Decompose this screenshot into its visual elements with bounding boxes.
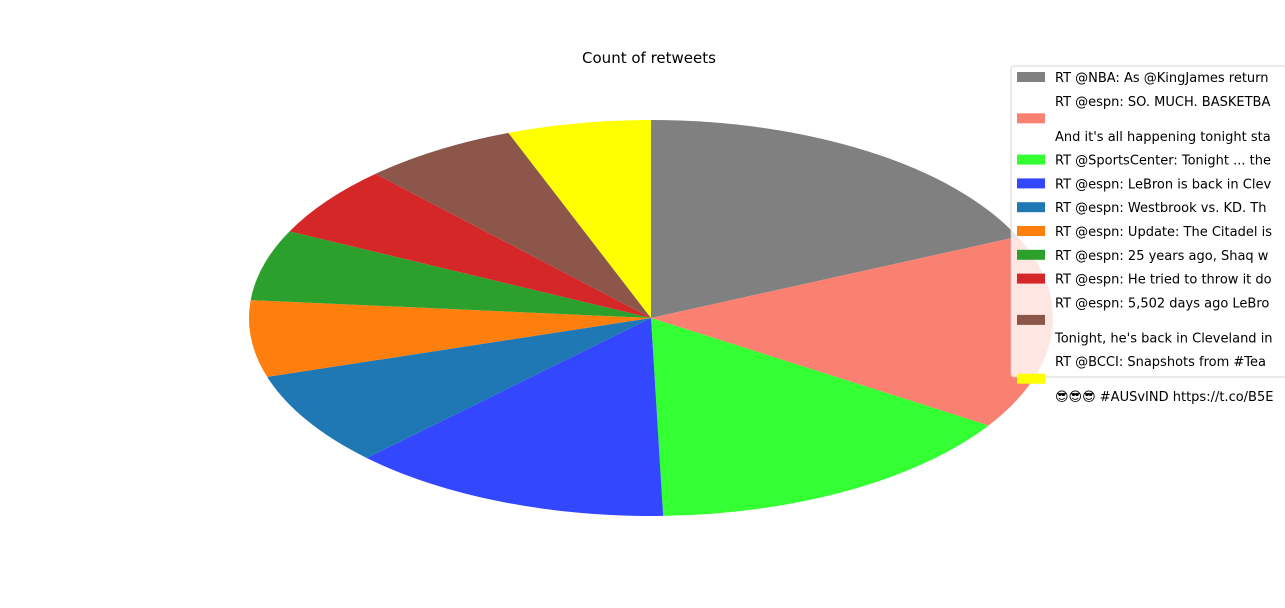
legend-swatch-1 — [1017, 72, 1045, 82]
pie-slice-2 — [651, 236, 1053, 426]
legend-swatch-10 — [1017, 373, 1045, 384]
pie-slice-8 — [289, 173, 651, 318]
legend-label-7: RT @espn: 25 years ago, Shaq w — [1055, 249, 1269, 264]
pie-slice-7 — [250, 231, 651, 318]
legend-swatch-5 — [1017, 202, 1045, 213]
legend-swatch-2 — [1017, 113, 1045, 124]
pie-slice-5 — [267, 318, 651, 459]
pie-slice-1 — [651, 120, 1018, 318]
pie-slices — [248, 120, 1053, 517]
legend-label-3: RT @SportsCenter: Tonight ... the — [1055, 154, 1271, 169]
legend-swatch-8 — [1017, 273, 1045, 284]
legend-swatch-3 — [1017, 154, 1045, 165]
pie-slice-6 — [248, 300, 651, 377]
legend-label-2-line-3: And it's all happening tonight sta — [1055, 130, 1271, 145]
pie-slice-3 — [651, 318, 989, 516]
legend-label-9-line-3: Tonight, he's back in Cleveland in — [1054, 331, 1273, 346]
legend-label-4: RT @espn: LeBron is back in Clev — [1055, 177, 1271, 192]
chart-title: Count of retweets — [582, 49, 716, 67]
pie-slice-4 — [366, 318, 664, 517]
legend-swatch-9 — [1017, 314, 1045, 325]
legend-label-2-line-1: RT @espn: SO. MUCH. BASKETBA — [1055, 95, 1270, 110]
legend-label-10-line-1: RT @BCCI: Snapshots from #Tea — [1055, 355, 1266, 370]
pie-slice-9 — [375, 132, 651, 318]
legend-swatch-6 — [1017, 226, 1045, 236]
legend-label-9-line-1: RT @espn: 5,502 days ago LeBro — [1055, 296, 1269, 311]
pie-slice-10 — [508, 120, 651, 318]
legend: RT @NBA: As @KingJames return RT @espn: S… — [1010, 65, 1285, 405]
legend-label-1: RT @NBA: As @KingJames return — [1055, 71, 1269, 86]
legend-label-8: RT @espn: He tried to throw it do — [1055, 273, 1272, 288]
legend-label-6: RT @espn: Update: The Citadel is — [1055, 225, 1272, 240]
legend-label-10-line-3: 😎😎😎 #AUSvIND https://t.co/B5E — [1055, 390, 1273, 405]
legend-swatch-4 — [1017, 178, 1045, 189]
legend-frame — [1010, 65, 1285, 378]
legend-label-5: RT @espn: Westbrook vs. KD. Th — [1055, 201, 1267, 216]
legend-swatch-7 — [1017, 249, 1045, 260]
